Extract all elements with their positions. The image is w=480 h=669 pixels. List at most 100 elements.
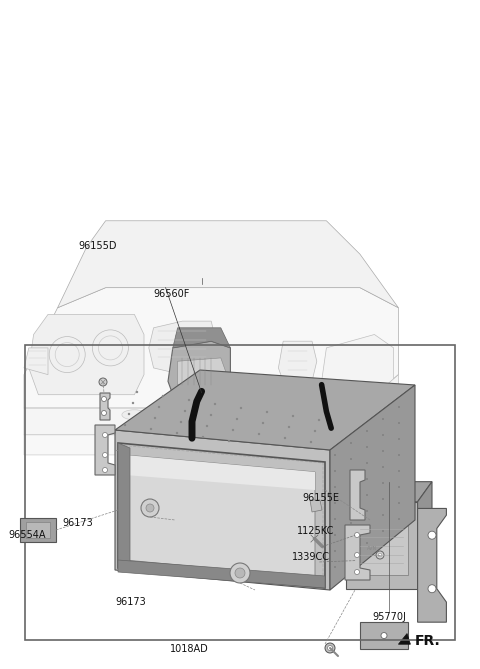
Polygon shape [346,482,432,502]
Circle shape [202,436,204,438]
Polygon shape [125,455,315,490]
Circle shape [288,425,290,428]
Circle shape [366,510,368,512]
Circle shape [366,462,368,464]
Circle shape [428,531,436,539]
Polygon shape [360,622,408,649]
Polygon shape [355,522,408,575]
Polygon shape [178,358,226,385]
Polygon shape [330,385,415,590]
Circle shape [128,413,130,415]
Text: 96155D: 96155D [78,242,117,251]
Circle shape [188,399,190,401]
Circle shape [101,397,107,401]
Polygon shape [118,443,130,570]
Circle shape [150,427,152,430]
Text: 96173: 96173 [115,597,146,607]
Circle shape [350,554,352,556]
Circle shape [314,429,316,432]
Circle shape [376,551,384,559]
Ellipse shape [122,410,147,419]
Polygon shape [307,388,346,435]
Circle shape [206,425,208,427]
Circle shape [398,422,400,424]
Circle shape [355,569,360,575]
Circle shape [236,418,238,420]
Circle shape [310,534,319,543]
Polygon shape [24,348,48,375]
Circle shape [350,490,352,492]
Circle shape [176,432,178,434]
Circle shape [382,466,384,468]
Circle shape [240,407,242,409]
Text: FR.: FR. [415,634,441,648]
Polygon shape [125,455,315,578]
Circle shape [382,450,384,452]
Circle shape [262,421,264,424]
Circle shape [258,433,260,436]
Circle shape [124,423,126,426]
Circle shape [210,414,212,416]
Polygon shape [350,470,365,520]
Polygon shape [346,502,418,589]
Bar [26,522,50,538]
Text: 96155E: 96155E [302,494,339,503]
Polygon shape [149,321,216,375]
Circle shape [382,434,384,436]
Circle shape [334,534,336,536]
Circle shape [99,378,107,386]
Circle shape [398,486,400,488]
Circle shape [162,395,164,397]
Polygon shape [24,288,398,408]
Circle shape [428,585,436,593]
Circle shape [103,432,108,438]
Polygon shape [418,508,446,622]
Bar [25,345,455,640]
Bar [20,518,56,542]
Circle shape [398,438,400,440]
Circle shape [334,518,336,520]
Circle shape [366,542,368,544]
Circle shape [382,530,384,532]
Circle shape [366,430,368,432]
Circle shape [154,417,156,419]
Text: 96560F: 96560F [154,290,190,299]
Text: 96173: 96173 [62,518,93,528]
Circle shape [382,482,384,484]
Circle shape [325,643,335,653]
Polygon shape [322,334,394,401]
Circle shape [334,502,336,504]
Polygon shape [173,328,230,348]
Polygon shape [168,341,230,395]
Polygon shape [29,314,144,395]
Circle shape [355,533,360,537]
Circle shape [228,440,230,442]
Polygon shape [58,221,398,308]
Circle shape [350,522,352,524]
Text: 96554A: 96554A [9,531,46,540]
Circle shape [101,411,107,415]
Circle shape [350,442,352,444]
Circle shape [214,403,216,405]
Text: 1339CC: 1339CC [292,553,330,562]
Circle shape [350,506,352,508]
Circle shape [180,421,182,423]
Circle shape [292,415,294,417]
Circle shape [103,468,108,472]
Polygon shape [398,634,410,644]
Circle shape [327,646,333,650]
Circle shape [398,406,400,408]
Circle shape [146,504,154,512]
Circle shape [378,553,382,557]
Circle shape [350,538,352,540]
Text: 1125KC: 1125KC [297,526,334,535]
Circle shape [366,478,368,480]
Circle shape [141,499,159,517]
Circle shape [366,494,368,496]
Polygon shape [100,393,110,420]
Circle shape [184,410,186,412]
Circle shape [310,557,319,567]
Polygon shape [95,425,115,475]
Circle shape [136,391,138,393]
Circle shape [334,470,336,472]
